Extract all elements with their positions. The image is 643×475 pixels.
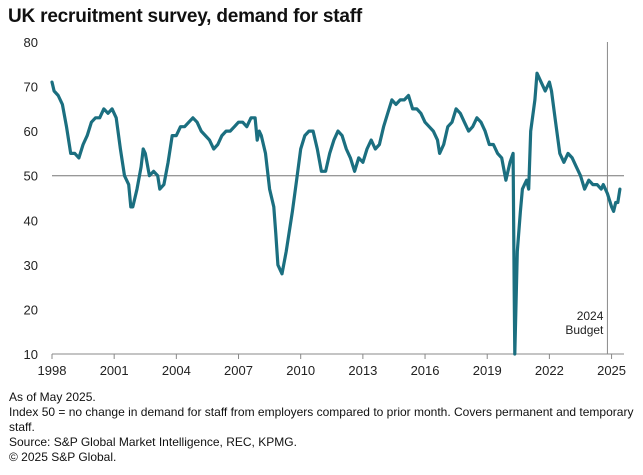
x-tick-label: 2025	[597, 363, 626, 378]
x-tick-label: 2022	[535, 363, 564, 378]
budget-label-line: 2024	[577, 309, 604, 323]
x-tick-label: 2001	[100, 363, 129, 378]
chart-title: UK recruitment survey, demand for staff	[8, 6, 362, 27]
source-note: Source: S&P Global Market Intelligence, …	[9, 435, 297, 449]
demand-for-staff-line	[50, 71, 622, 356]
copyright-note: © 2025 S&P Global.	[9, 450, 117, 464]
x-tick-label: 2019	[473, 363, 502, 378]
index-note: Index 50 = no change in demand for staff…	[9, 405, 634, 434]
y-tick-label: 70	[24, 80, 38, 95]
x-tick-label: 2010	[286, 363, 315, 378]
x-tick-label: 2004	[162, 363, 191, 378]
y-tick-label: 20	[24, 302, 38, 317]
line-chart: 10 20 30 40 50 60 70 80 1998 2001 2004 2007 2010 201…	[24, 35, 626, 378]
x-tick-label: 2007	[224, 363, 253, 378]
y-axis-ticks: 10 20 30 40 50 60 70 80	[24, 35, 38, 362]
x-tick-label: 2016	[411, 363, 440, 378]
x-tick-label: 1998	[38, 363, 67, 378]
y-tick-label: 50	[24, 169, 38, 184]
as-of-note: As of May 2025.	[9, 390, 96, 404]
y-tick-label: 80	[24, 35, 38, 50]
y-tick-label: 40	[24, 213, 38, 228]
y-tick-label: 30	[24, 258, 38, 273]
footnotes: As of May 2025. Index 50 = no change in …	[9, 390, 634, 465]
y-tick-label: 10	[24, 347, 38, 362]
x-axis-ticks: 1998 2001 2004 2007 2010 2013 2016 2019 2022 2025	[38, 354, 626, 378]
budget-label-line: Budget	[565, 323, 604, 337]
x-tick-label: 2013	[348, 363, 377, 378]
y-tick-label: 60	[24, 124, 38, 139]
